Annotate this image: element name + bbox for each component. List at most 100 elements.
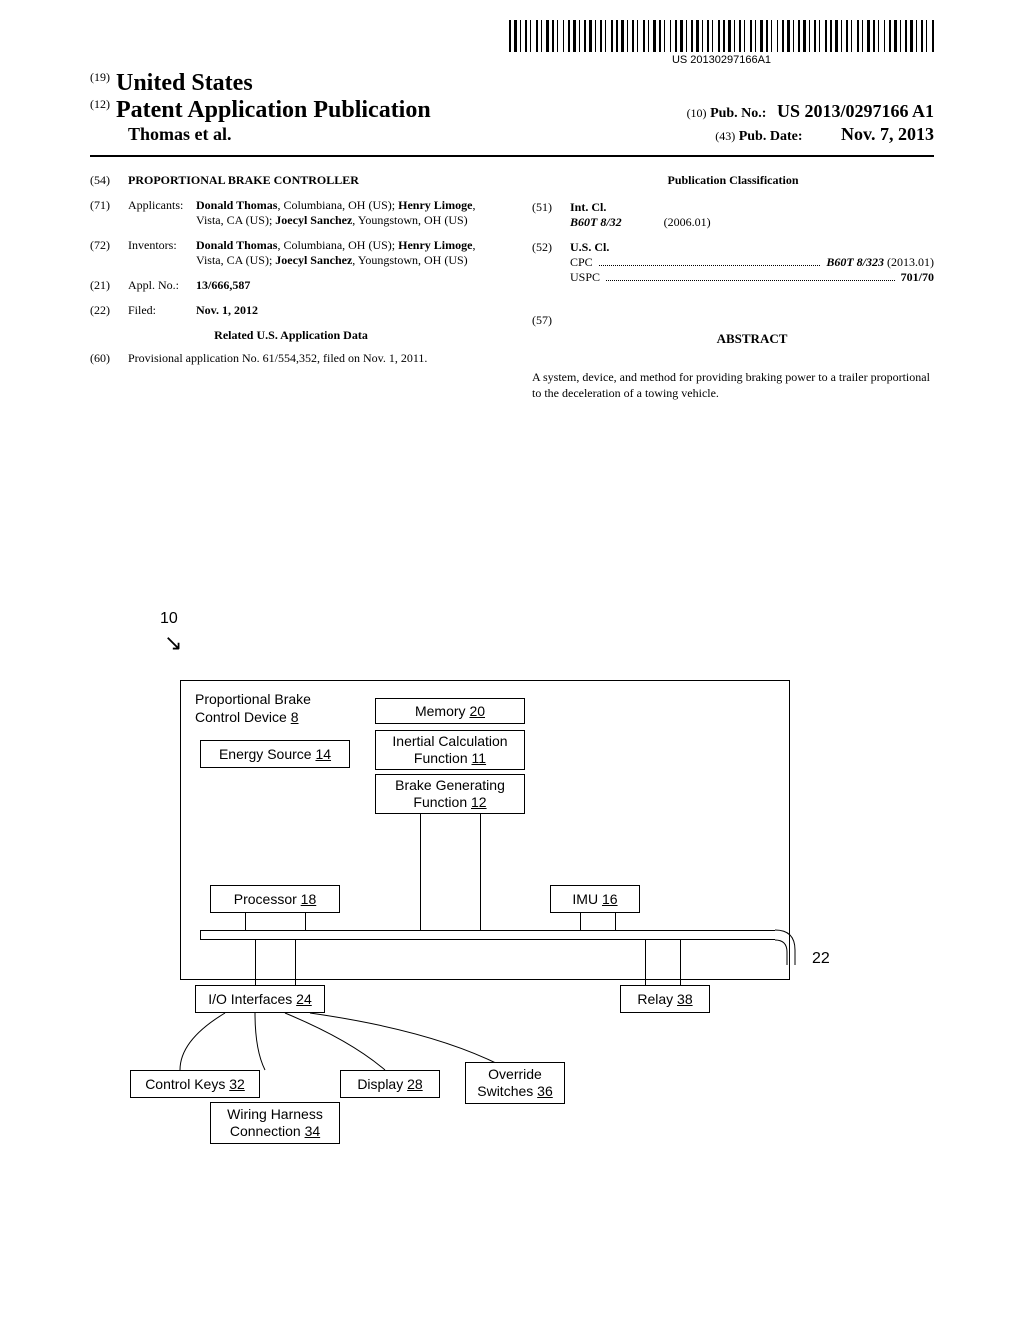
inertial-num: 11 <box>472 750 487 766</box>
imu-box: IMU 16 <box>550 885 640 913</box>
conn <box>420 814 421 930</box>
relay-num: 38 <box>677 991 693 1008</box>
classification-heading: Publication Classification <box>532 173 934 188</box>
doc-type: Patent Application Publication <box>116 97 431 123</box>
intcl-code: (51) <box>532 200 570 230</box>
relay-box: Relay 38 <box>620 985 710 1013</box>
outer-title-l2: Control Device <box>195 709 287 725</box>
fig-ref: 10 <box>160 610 178 628</box>
columns: (54) PROPORTIONAL BRAKE CONTROLLER (71) … <box>90 173 934 401</box>
fig-arrow-icon: ↘ <box>164 630 182 656</box>
display-num: 28 <box>407 1076 423 1093</box>
inventors: Donald Thomas, Columbiana, OH (US); Henr… <box>196 238 492 268</box>
io-label: I/O Interfaces <box>208 991 292 1008</box>
filed-date: Nov. 1, 2012 <box>196 303 258 317</box>
applno-code: (21) <box>90 278 128 293</box>
uspc-value: 701/70 <box>901 270 934 284</box>
brake-box: Brake Generating Function 12 <box>375 774 525 814</box>
pubdate-label: Pub. Date: <box>739 129 803 144</box>
applicants: Donald Thomas, Columbiana, OH (US); Henr… <box>196 198 492 228</box>
dots <box>606 280 895 281</box>
outer-title-num: 8 <box>291 709 299 725</box>
override-num: 36 <box>537 1083 553 1099</box>
imu-label: IMU <box>572 891 598 908</box>
wiring-num: 34 <box>305 1123 321 1139</box>
energy-source-box: Energy Source 14 <box>200 740 350 768</box>
energy-source-num: 14 <box>315 746 331 763</box>
conn <box>680 940 681 985</box>
relay-label: Relay <box>637 991 673 1008</box>
pubno-code: (10) <box>687 106 707 120</box>
conn <box>295 940 296 985</box>
intcl-year: (2006.01) <box>664 215 711 229</box>
diagram: 10 ↘ Proportional Brake Control Device 8… <box>150 610 870 1170</box>
control-keys-num: 32 <box>229 1076 245 1093</box>
wiring-l2: Connection <box>230 1123 301 1139</box>
override-box: Override Switches 36 <box>465 1062 565 1104</box>
control-keys-label: Control Keys <box>145 1076 225 1093</box>
processor-label: Processor <box>234 891 297 908</box>
inertial-box: Inertial Calculation Function 11 <box>375 730 525 770</box>
title-code: (54) <box>90 173 128 188</box>
uspc-label: USPC <box>570 270 600 285</box>
applicants-code: (71) <box>90 198 128 228</box>
doc-type-code: (12) <box>90 97 110 111</box>
control-keys-box: Control Keys 32 <box>130 1070 260 1098</box>
imu-num: 16 <box>602 891 618 908</box>
io-num: 24 <box>296 991 312 1008</box>
uscl-label: U.S. Cl. <box>570 240 934 255</box>
brake-l2: Function <box>413 794 467 810</box>
header: (19) United States (12) Patent Applicati… <box>90 70 934 145</box>
applno-label: Appl. No.: <box>128 278 196 293</box>
barcode-text: US 20130297166A1 <box>509 54 934 66</box>
country: United States <box>116 70 253 96</box>
abstract-text: A system, device, and method for providi… <box>532 369 934 401</box>
outer-title: Proportional Brake Control Device 8 <box>195 690 311 726</box>
memory-label: Memory <box>415 703 466 720</box>
brake-num: 12 <box>471 794 487 810</box>
wiring-l1: Wiring Harness <box>227 1106 323 1122</box>
bus-num: 22 <box>812 950 830 968</box>
brake-l1: Brake Generating <box>395 777 505 793</box>
intcl-label: Int. Cl. <box>570 200 934 215</box>
display-box: Display 28 <box>340 1070 440 1098</box>
country-code: (19) <box>90 70 110 84</box>
filed-label: Filed: <box>128 303 196 318</box>
processor-num: 18 <box>301 891 317 908</box>
intcl-class: B60T 8/32 <box>570 215 622 229</box>
provisional: Provisional application No. 61/554,352, … <box>128 351 492 366</box>
appl-no: 13/666,587 <box>196 278 250 292</box>
outer-title-l1: Proportional Brake <box>195 691 311 707</box>
bus-curve <box>765 920 815 970</box>
display-label: Display <box>357 1076 403 1093</box>
override-l1: Override <box>488 1066 542 1082</box>
conn <box>615 913 616 930</box>
uscl-code: (52) <box>532 240 570 285</box>
conn <box>580 913 581 930</box>
pubdate-code: (43) <box>715 129 735 143</box>
conn <box>480 814 481 930</box>
filed-code: (22) <box>90 303 128 318</box>
conn <box>255 940 256 985</box>
wiring-box: Wiring Harness Connection 34 <box>210 1102 340 1144</box>
related-heading: Related U.S. Application Data <box>90 328 492 343</box>
memory-box: Memory 20 <box>375 698 525 724</box>
barcode-area: US 20130297166A1 <box>509 20 934 66</box>
provisional-code: (60) <box>90 351 128 366</box>
bus <box>200 930 775 940</box>
patent-title: PROPORTIONAL BRAKE CONTROLLER <box>128 173 492 188</box>
override-l2: Switches <box>477 1083 533 1099</box>
abstract-heading: ABSTRACT <box>570 331 934 347</box>
io-box: I/O Interfaces 24 <box>195 985 325 1013</box>
pub-no: US 2013/0297166 A1 <box>777 101 934 121</box>
pub-date: Nov. 7, 2013 <box>841 124 934 144</box>
bus-cap <box>200 930 201 940</box>
right-column: Publication Classification (51) Int. Cl.… <box>532 173 934 401</box>
inertial-l2: Function <box>414 750 468 766</box>
inventors-code: (72) <box>90 238 128 268</box>
applicants-label: Applicants: <box>128 198 196 228</box>
processor-box: Processor 18 <box>210 885 340 913</box>
conn <box>645 940 646 985</box>
dots <box>599 265 821 266</box>
conn <box>245 913 246 930</box>
